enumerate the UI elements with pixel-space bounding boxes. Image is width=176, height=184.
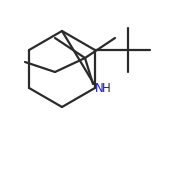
Text: H: H xyxy=(102,82,110,95)
Text: N: N xyxy=(95,82,104,95)
